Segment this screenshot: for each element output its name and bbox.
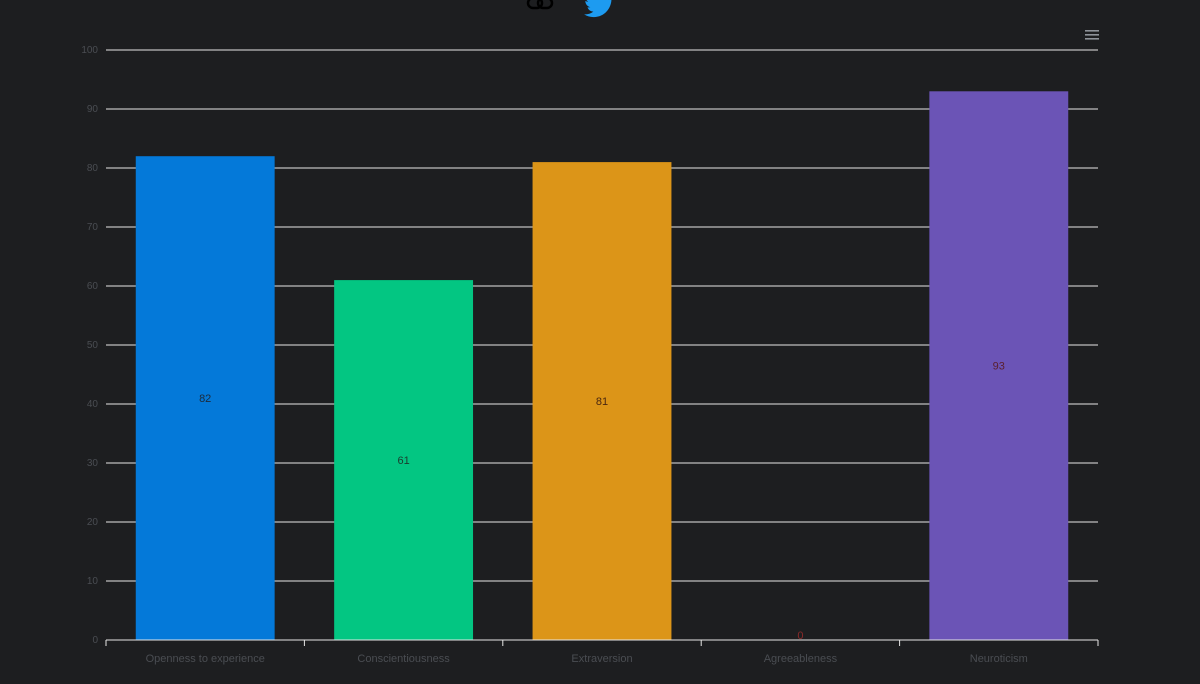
y-tick-label: 40 [87,399,99,410]
x-tick-label: Conscientiousness [357,653,450,665]
y-tick-label: 20 [87,517,99,528]
share-bar [0,0,1200,20]
y-tick-label: 70 [87,222,99,233]
data-label: 93 [993,361,1005,373]
bar[interactable] [135,156,275,640]
y-tick-label: 0 [92,635,98,646]
bar[interactable] [532,162,672,640]
data-label: 0 [797,630,803,642]
y-tick-label: 100 [81,45,98,56]
y-tick-label: 80 [87,163,99,174]
y-tick-label: 10 [87,576,99,587]
link-icon[interactable] [526,0,556,16]
y-tick-label: 30 [87,458,99,469]
y-tick-label: 90 [87,104,99,115]
data-label: 61 [397,455,409,467]
data-label: 81 [596,396,608,408]
y-tick-label: 50 [87,340,99,351]
y-tick-label: 60 [87,281,99,292]
x-tick-label: Openness to experience [146,653,265,665]
twitter-bird-icon[interactable] [584,0,616,18]
x-tick-label: Agreeableness [764,653,838,665]
bar[interactable] [334,280,474,640]
hamburger-menu-icon[interactable] [1084,28,1100,42]
data-label: 82 [199,393,211,405]
x-tick-label: Extraversion [571,653,632,665]
x-tick-label: Neuroticism [970,653,1028,665]
bar[interactable] [929,91,1069,641]
